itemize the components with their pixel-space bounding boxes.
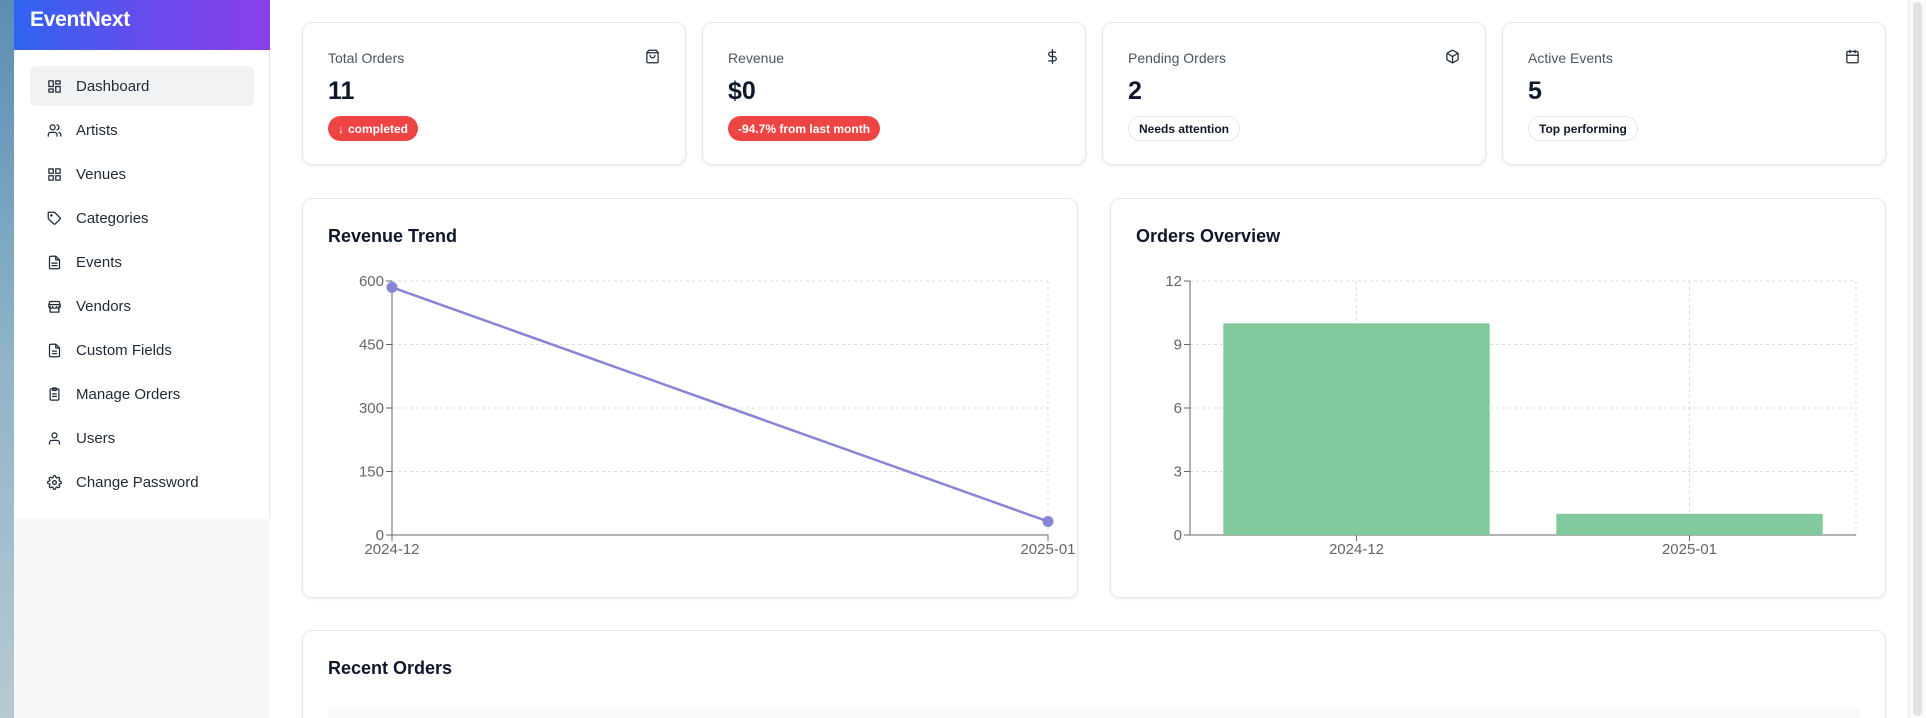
shopping-bag-icon bbox=[645, 49, 661, 65]
sidebar-item-label: Dashboard bbox=[76, 77, 150, 95]
y-tick-label: 9 bbox=[1174, 337, 1182, 354]
revenue-trend-card: Revenue Trend 0 150 300 450 600 2024-12 2025-0… bbox=[302, 198, 1078, 598]
y-tick-label: 450 bbox=[359, 337, 384, 354]
y-tick-label: 300 bbox=[359, 400, 384, 417]
arrow-down-icon: ↓ bbox=[338, 121, 344, 136]
y-tick-label: 12 bbox=[1165, 273, 1182, 290]
badge-label: -94.7% from last month bbox=[738, 121, 871, 136]
stat-card-active-events: Active Events 5 Top performing bbox=[1502, 22, 1886, 165]
status-badge: Needs attention bbox=[1128, 116, 1241, 141]
x-tick-label: 2024-12 bbox=[1329, 541, 1384, 558]
x-tick-label: 2025-01 bbox=[1662, 541, 1717, 558]
sidebar-item-change-password[interactable]: Change Password bbox=[30, 462, 254, 502]
sidebar-item-vendors[interactable]: Vendors bbox=[30, 286, 254, 326]
brand-header: EventNext bbox=[14, 0, 270, 50]
chart-title: Orders Overview bbox=[1136, 226, 1281, 246]
page-scrollbar[interactable] bbox=[1908, 0, 1926, 718]
badge-label: Needs attention bbox=[1139, 121, 1230, 136]
status-badge: -94.7% from last month bbox=[728, 116, 881, 141]
badge-label: Top performing bbox=[1539, 121, 1627, 136]
grid-icon bbox=[46, 166, 62, 182]
file-text-icon bbox=[46, 254, 62, 270]
order-bar bbox=[1556, 513, 1823, 535]
y-tick-label: 3 bbox=[1174, 464, 1182, 481]
tag-icon bbox=[46, 210, 62, 226]
x-tick-label: 2025-01 bbox=[1020, 541, 1075, 558]
stat-card-revenue: Revenue $0 -94.7% from last month bbox=[702, 22, 1086, 165]
sidebar-item-venues[interactable]: Venues bbox=[30, 154, 254, 194]
stat-value: 5 bbox=[1528, 77, 1542, 105]
brand-logo-text: EventNext bbox=[30, 8, 131, 31]
status-badge: ↓ completed bbox=[328, 116, 419, 141]
file-icon bbox=[46, 342, 62, 358]
orders-bar-chart: 0 3 6 9 12 2024-12 2025-01 bbox=[1165, 273, 1857, 558]
sidebar-item-dashboard[interactable]: Dashboard bbox=[30, 66, 254, 106]
clipboard-icon bbox=[46, 386, 62, 402]
sidebar-item-label: Artists bbox=[76, 121, 118, 139]
sidebar-item-label: Manage Orders bbox=[76, 385, 181, 403]
sidebar-item-label: Change Password bbox=[76, 473, 199, 491]
stat-card-pending-orders: Pending Orders 2 Needs attention bbox=[1102, 22, 1486, 165]
y-tick-label: 0 bbox=[376, 527, 384, 544]
sidebar-item-label: Venues bbox=[76, 165, 127, 183]
sidebar: EventNext Dashboard Artists Venues Categ… bbox=[14, 0, 270, 718]
sidebar-footer-area bbox=[14, 518, 270, 718]
table-header bbox=[328, 707, 1860, 718]
stat-title: Active Events bbox=[1528, 50, 1613, 66]
stat-title: Revenue bbox=[728, 50, 785, 66]
recent-orders-card: Recent Orders bbox=[302, 630, 1886, 718]
user-icon bbox=[46, 430, 62, 446]
revenue-line-chart: 0 150 300 450 600 2024-12 2025-01 bbox=[359, 273, 1076, 558]
stat-title: Total Orders bbox=[328, 50, 405, 66]
data-point bbox=[1042, 515, 1054, 527]
sidebar-item-custom-fields[interactable]: Custom Fields bbox=[30, 330, 254, 370]
sidebar-item-label: Events bbox=[76, 253, 122, 271]
sidebar-item-label: Custom Fields bbox=[76, 341, 172, 359]
package-icon bbox=[1445, 49, 1461, 65]
stat-card-total-orders: Total Orders 11 ↓ completed bbox=[302, 22, 686, 165]
sidebar-item-label: Categories bbox=[76, 209, 149, 227]
sidebar-item-events[interactable]: Events bbox=[30, 242, 254, 282]
scrollbar-thumb[interactable] bbox=[1913, 2, 1922, 716]
chart-title: Revenue Trend bbox=[328, 226, 458, 246]
store-icon bbox=[46, 298, 62, 314]
desktop-background bbox=[0, 0, 14, 718]
x-tick-label: 2024-12 bbox=[364, 541, 419, 558]
y-tick-label: 150 bbox=[359, 464, 384, 481]
badge-label: completed bbox=[348, 121, 409, 136]
y-tick-label: 0 bbox=[1174, 527, 1182, 544]
gear-icon bbox=[46, 474, 62, 490]
stat-value: $0 bbox=[728, 77, 756, 105]
dollar-icon bbox=[1045, 49, 1061, 65]
stat-value: 11 bbox=[328, 77, 355, 105]
stat-title: Pending Orders bbox=[1128, 50, 1227, 66]
sidebar-item-users[interactable]: Users bbox=[30, 418, 254, 458]
sidebar-item-artists[interactable]: Artists bbox=[30, 110, 254, 150]
revenue-series-line bbox=[391, 286, 1049, 523]
sidebar-item-categories[interactable]: Categories bbox=[30, 198, 254, 238]
sidebar-item-label: Users bbox=[76, 429, 116, 447]
order-bar bbox=[1223, 323, 1490, 535]
sidebar-item-label: Vendors bbox=[76, 297, 132, 315]
status-badge: Top performing bbox=[1528, 116, 1638, 141]
orders-overview-card: Orders Overview 0 3 6 9 12 2024-12 2025-01 bbox=[1110, 198, 1886, 598]
stat-value: 2 bbox=[1128, 77, 1142, 105]
y-tick-label: 6 bbox=[1174, 400, 1182, 417]
section-title: Recent Orders bbox=[328, 658, 453, 678]
y-tick-label: 600 bbox=[359, 273, 384, 290]
calendar-icon bbox=[1845, 49, 1861, 65]
users-icon bbox=[46, 122, 62, 138]
data-point bbox=[386, 281, 398, 293]
layout-grid-icon bbox=[46, 78, 62, 94]
sidebar-item-manage-orders[interactable]: Manage Orders bbox=[30, 374, 254, 414]
